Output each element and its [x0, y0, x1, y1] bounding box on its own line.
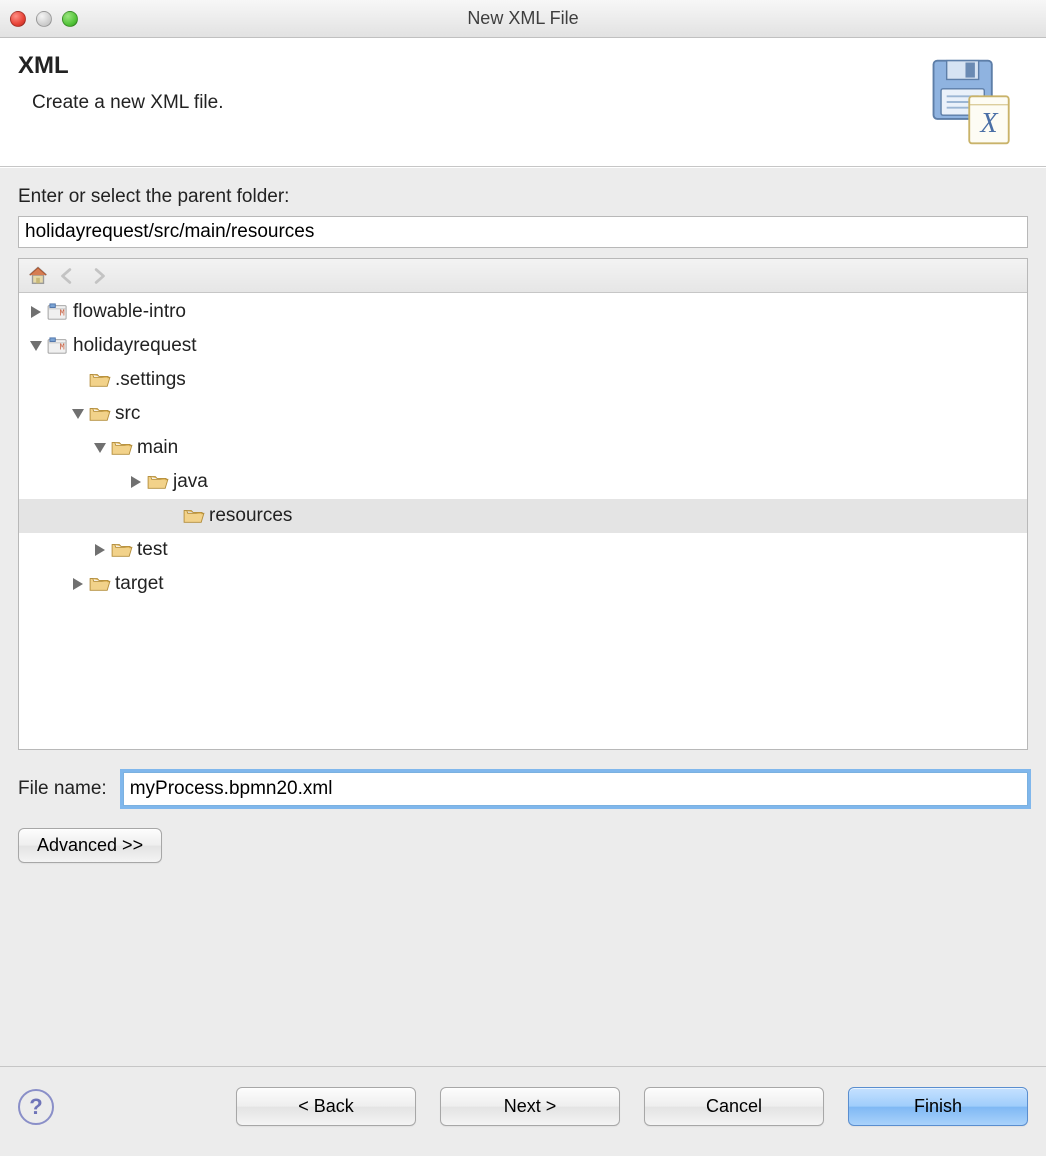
file-name-label: File name: [18, 778, 107, 800]
folder-open-icon [89, 574, 111, 594]
tree-item-label: target [115, 573, 164, 595]
folder-open-icon [111, 438, 133, 458]
folder-open-icon [111, 540, 133, 560]
back-button[interactable]: < Back [236, 1087, 416, 1126]
tree-item-label: src [115, 403, 140, 425]
wizard-footer: ? < Back Next > Cancel Finish [0, 1066, 1046, 1156]
window-title: New XML File [0, 8, 1046, 29]
close-window-button[interactable] [10, 11, 26, 27]
disclosure-triangle-icon[interactable] [27, 337, 45, 355]
file-name-input[interactable] [123, 772, 1028, 806]
next-button[interactable]: Next > [440, 1087, 620, 1126]
tree-item-label: main [137, 437, 178, 459]
wizard-subtitle: Create a new XML file. [32, 92, 908, 114]
tree-item-src[interactable]: src [19, 397, 1027, 431]
tree-item-java[interactable]: java [19, 465, 1027, 499]
zoom-window-button[interactable] [62, 11, 78, 27]
tree-item-label: flowable-intro [73, 301, 186, 323]
disclosure-triangle-icon[interactable] [27, 303, 45, 321]
disclosure-triangle-icon[interactable] [91, 541, 109, 559]
wizard-banner: XML Create a new XML file. X [0, 38, 1046, 167]
tree-item-holidayrequest[interactable]: Mholidayrequest [19, 329, 1027, 363]
help-icon[interactable]: ? [18, 1089, 54, 1125]
cancel-button[interactable]: Cancel [644, 1087, 824, 1126]
wizard-heading: XML [18, 52, 908, 80]
tree-item--settings[interactable]: .settings [19, 363, 1027, 397]
tree-toolbar [19, 259, 1027, 293]
window-controls [10, 11, 78, 27]
tree-item-main[interactable]: main [19, 431, 1027, 465]
disclosure-triangle-icon[interactable] [127, 473, 145, 491]
tree-item-label: .settings [115, 369, 186, 391]
tree-item-target[interactable]: target [19, 567, 1027, 601]
folder-tree-frame: Mflowable-introMholidayrequest.settingss… [18, 258, 1028, 750]
folder-open-icon [147, 472, 169, 492]
folder-open-icon [183, 506, 205, 526]
disclosure-triangle-icon[interactable] [69, 405, 87, 423]
finish-button[interactable]: Finish [848, 1087, 1028, 1126]
back-icon[interactable] [55, 263, 81, 289]
maven-project-icon: M [47, 302, 69, 322]
maven-project-icon: M [47, 336, 69, 356]
folder-open-icon [89, 370, 111, 390]
tree-item-label: resources [209, 505, 292, 527]
disclosure-triangle-icon[interactable] [91, 439, 109, 457]
home-icon[interactable] [25, 263, 51, 289]
tree-item-label: test [137, 539, 168, 561]
tree-item-test[interactable]: test [19, 533, 1027, 567]
parent-folder-label: Enter or select the parent folder: [18, 186, 1028, 208]
tree-item-resources[interactable]: resources [19, 499, 1027, 533]
tree-item-flowable-intro[interactable]: Mflowable-intro [19, 295, 1027, 329]
forward-icon[interactable] [85, 263, 111, 289]
svg-text:X: X [979, 108, 999, 139]
parent-folder-input[interactable] [18, 216, 1028, 248]
titlebar: New XML File [0, 0, 1046, 38]
folder-open-icon [89, 404, 111, 424]
folder-tree[interactable]: Mflowable-introMholidayrequest.settingss… [19, 293, 1027, 749]
disclosure-triangle-icon[interactable] [69, 575, 87, 593]
tree-item-label: java [173, 471, 208, 493]
wizard-body: Enter or select the parent folder: [0, 167, 1046, 881]
minimize-window-button[interactable] [36, 11, 52, 27]
advanced-button[interactable]: Advanced >> [18, 828, 162, 863]
tree-item-label: holidayrequest [73, 335, 197, 357]
wizard-icon: X [918, 52, 1028, 152]
